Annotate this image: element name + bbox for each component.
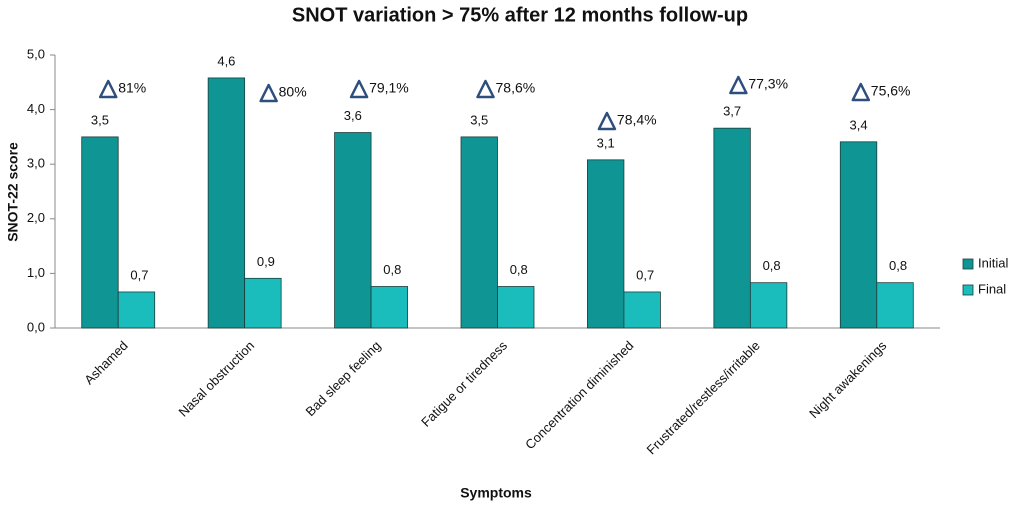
delta-icon xyxy=(851,82,871,102)
value-label: 3,5 xyxy=(470,112,488,127)
y-tick-label: 1,0 xyxy=(27,265,45,280)
x-tick-label: Bad sleep feeling xyxy=(302,338,383,419)
y-tick-label: 4,0 xyxy=(27,101,45,116)
delta-icon xyxy=(476,79,495,99)
delta-icon xyxy=(259,83,278,103)
bar xyxy=(749,282,788,329)
legend-label: Final xyxy=(978,281,1006,296)
bar xyxy=(839,141,878,329)
delta-icon xyxy=(597,111,617,131)
x-tick-label: Ashamed xyxy=(81,338,130,387)
delta-icon xyxy=(349,79,369,99)
annotation: 79,1% xyxy=(369,80,409,96)
bar xyxy=(623,291,661,329)
value-label: 3,1 xyxy=(597,135,615,150)
bar xyxy=(370,286,408,329)
x-tick-label: Fatigue or tiredness xyxy=(418,338,510,430)
bar xyxy=(876,282,914,329)
bar xyxy=(244,277,282,329)
bar xyxy=(587,159,625,329)
chart-title: SNOT variation > 75% after 12 months fol… xyxy=(292,4,748,26)
bar xyxy=(207,77,246,329)
y-tick-label: 0,0 xyxy=(27,319,45,334)
annotation: 81% xyxy=(118,80,146,96)
y-tick-label: 2,0 xyxy=(27,210,45,225)
value-label: 3,4 xyxy=(849,117,867,132)
delta-icon xyxy=(98,79,118,99)
y-axis-title: SNOT-22 score xyxy=(5,142,21,242)
x-tick-label: Concentration diminished xyxy=(522,338,636,452)
value-label: 0,8 xyxy=(763,258,781,273)
x-axis-title: Symptoms xyxy=(460,485,532,501)
value-label: 0,8 xyxy=(383,262,401,277)
x-tick-label: Night awakenings xyxy=(806,338,890,422)
value-label: 0,8 xyxy=(510,262,528,277)
annotation: 77,3% xyxy=(748,76,788,92)
annotation: 75,6% xyxy=(871,83,911,99)
annotation: 80% xyxy=(279,84,307,100)
bar xyxy=(460,136,498,329)
legend-label: Initial xyxy=(978,255,1008,270)
x-tick-label: Frustrated/restless/irritable xyxy=(643,338,762,457)
annotation: 78,4% xyxy=(617,112,657,128)
value-label: 4,6 xyxy=(217,53,235,68)
x-tick-label: Nasal obstruction xyxy=(176,338,258,420)
y-tick-label: 5,0 xyxy=(27,46,45,61)
bar xyxy=(334,132,372,329)
y-tick-label: 3,0 xyxy=(27,156,45,171)
bar xyxy=(713,127,751,329)
legend-swatch xyxy=(962,284,974,296)
value-label: 0,9 xyxy=(257,254,275,269)
delta-icon xyxy=(729,75,748,95)
value-label: 0,7 xyxy=(130,267,148,282)
bar xyxy=(81,136,119,329)
value-label: 3,5 xyxy=(91,112,109,127)
value-label: 0,8 xyxy=(889,258,907,273)
annotation: 78,6% xyxy=(496,80,536,96)
legend-swatch xyxy=(962,258,974,270)
value-label: 0,7 xyxy=(636,267,654,282)
value-label: 3,6 xyxy=(344,108,362,123)
bar xyxy=(497,286,535,329)
bar xyxy=(117,291,156,329)
value-label: 3,7 xyxy=(723,104,741,119)
